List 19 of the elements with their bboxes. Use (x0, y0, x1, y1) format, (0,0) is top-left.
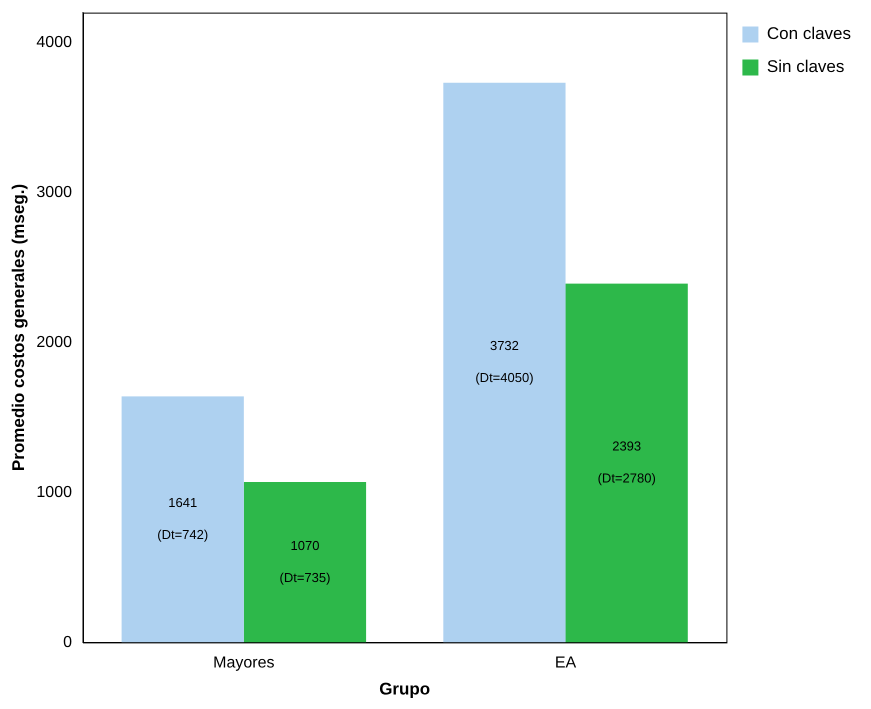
text: 1070 (Dt=735) (279, 538, 330, 585)
y-tick-label: 0 (63, 634, 72, 651)
x-axis-title: Grupo (379, 679, 430, 698)
x-tick-label: Mayores (213, 654, 275, 672)
y-tick-label: 1000 (36, 484, 72, 501)
y-tick-label: 4000 (36, 34, 72, 51)
text: 1641 (Dt=742) (157, 494, 208, 542)
x-tick-label: EA (554, 654, 577, 672)
bar (122, 396, 244, 642)
bar (244, 482, 366, 642)
y-axis-title: Promedio costos generales (mseg.) (8, 184, 28, 472)
legend-label: Con claves (766, 24, 852, 44)
text: 3732 (Dt=4050) (475, 338, 534, 386)
legend-label: Sin claves (766, 57, 844, 76)
y-tick-label: 3000 (36, 184, 72, 201)
bar (566, 284, 688, 642)
text: 2393 (Dt=2780) (598, 438, 656, 486)
y-tick-label: 2000 (36, 334, 72, 351)
bar (443, 82, 566, 642)
